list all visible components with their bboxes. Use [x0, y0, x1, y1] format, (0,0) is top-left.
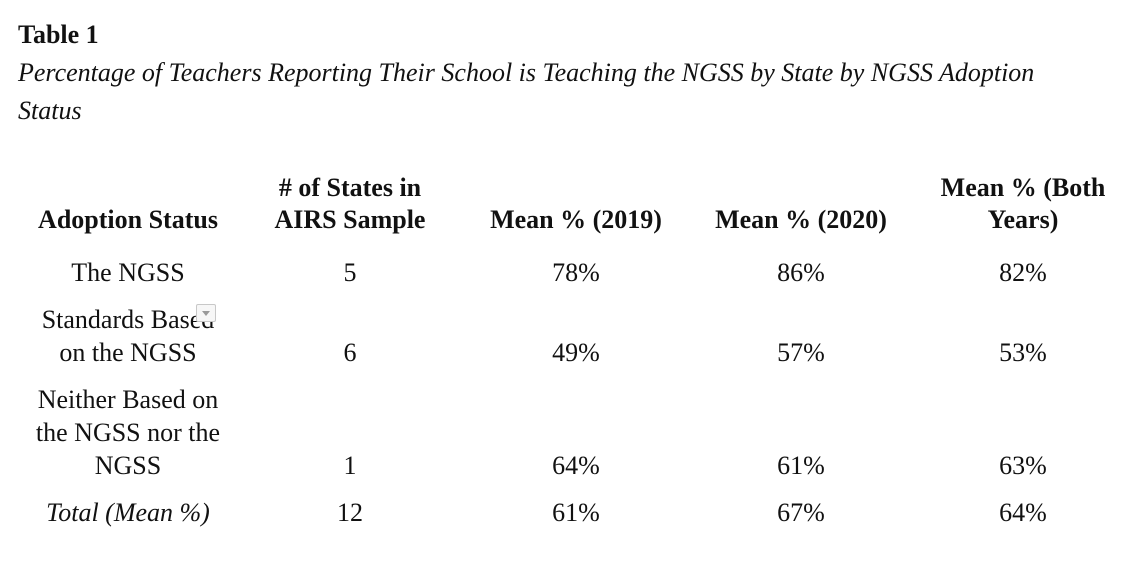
table-row: The NGSS 5 78% 86% 82% — [18, 248, 1134, 295]
status-line: NGSS — [94, 451, 162, 480]
header-mean-2019-label: Mean % (2019) — [490, 205, 662, 234]
table-label: Table 1 — [18, 20, 99, 49]
header-mean-both-line-2: Years) — [987, 205, 1059, 234]
cell-mean-2020: 86% — [777, 258, 825, 287]
status-line: Total (Mean %) — [46, 498, 210, 527]
cell-states: 5 — [343, 258, 357, 287]
cell-adoption-status: The NGSS — [18, 248, 238, 295]
header-states-in-sample: # of States in AIRS Sample — [238, 168, 462, 248]
header-adoption-status: Adoption Status — [18, 168, 238, 248]
cell-states: 6 — [343, 338, 357, 367]
status-line: the NGSS nor the — [35, 418, 221, 447]
cell-adoption-status: Neither Based on the NGSS nor the NGSS — [18, 375, 238, 488]
status-line: on the NGSS — [59, 338, 197, 367]
table-row: Standards Based on the NGSS 6 49% 57% 53… — [18, 295, 1134, 375]
cell-states: 1 — [343, 451, 357, 480]
cell-mean-2019: 61% — [552, 498, 600, 527]
header-mean-2019: Mean % (2019) — [462, 168, 690, 248]
cell-mean-2020: 57% — [777, 338, 825, 367]
table-row-total: Total (Mean %) 12 61% 67% 64% — [18, 488, 1134, 535]
cell-states: 12 — [337, 498, 363, 527]
cell-mean-both: 53% — [999, 338, 1047, 367]
header-mean-both-line-1: Mean % (Both — [940, 173, 1106, 202]
cell-dropdown-handle[interactable] — [196, 304, 216, 322]
table-header-row: Adoption Status # of States in AIRS Samp… — [18, 168, 1134, 248]
header-mean-2020: Mean % (2020) — [690, 168, 912, 248]
header-mean-2020-label: Mean % (2020) — [715, 205, 887, 234]
status-line: The NGSS — [71, 258, 185, 287]
table-caption: Percentage of Teachers Reporting Their S… — [18, 58, 1035, 125]
cell-mean-2020: 67% — [777, 498, 825, 527]
cell-mean-both: 82% — [999, 258, 1047, 287]
document: Table 1 Percentage of Teachers Reporting… — [18, 18, 1128, 130]
cell-mean-2020: 61% — [777, 451, 825, 480]
adoption-status-table: Adoption Status # of States in AIRS Samp… — [18, 168, 1134, 535]
header-mean-both-years: Mean % (Both Years) — [912, 168, 1134, 248]
header-states-line-2: AIRS Sample — [274, 205, 426, 234]
status-line: Neither Based on — [37, 385, 219, 414]
status-line: Standards Based — [41, 305, 215, 334]
cell-adoption-status-total: Total (Mean %) — [18, 488, 238, 535]
cell-mean-2019: 64% — [552, 451, 600, 480]
cell-adoption-status: Standards Based on the NGSS — [18, 295, 238, 375]
cell-mean-both: 63% — [999, 451, 1047, 480]
header-states-line-1: # of States in — [278, 173, 422, 202]
cell-mean-2019: 78% — [552, 258, 600, 287]
header-adoption-status-label: Adoption Status — [38, 205, 218, 234]
table-row: Neither Based on the NGSS nor the NGSS 1… — [18, 375, 1134, 488]
cell-mean-2019: 49% — [552, 338, 600, 367]
cell-mean-both: 64% — [999, 498, 1047, 527]
